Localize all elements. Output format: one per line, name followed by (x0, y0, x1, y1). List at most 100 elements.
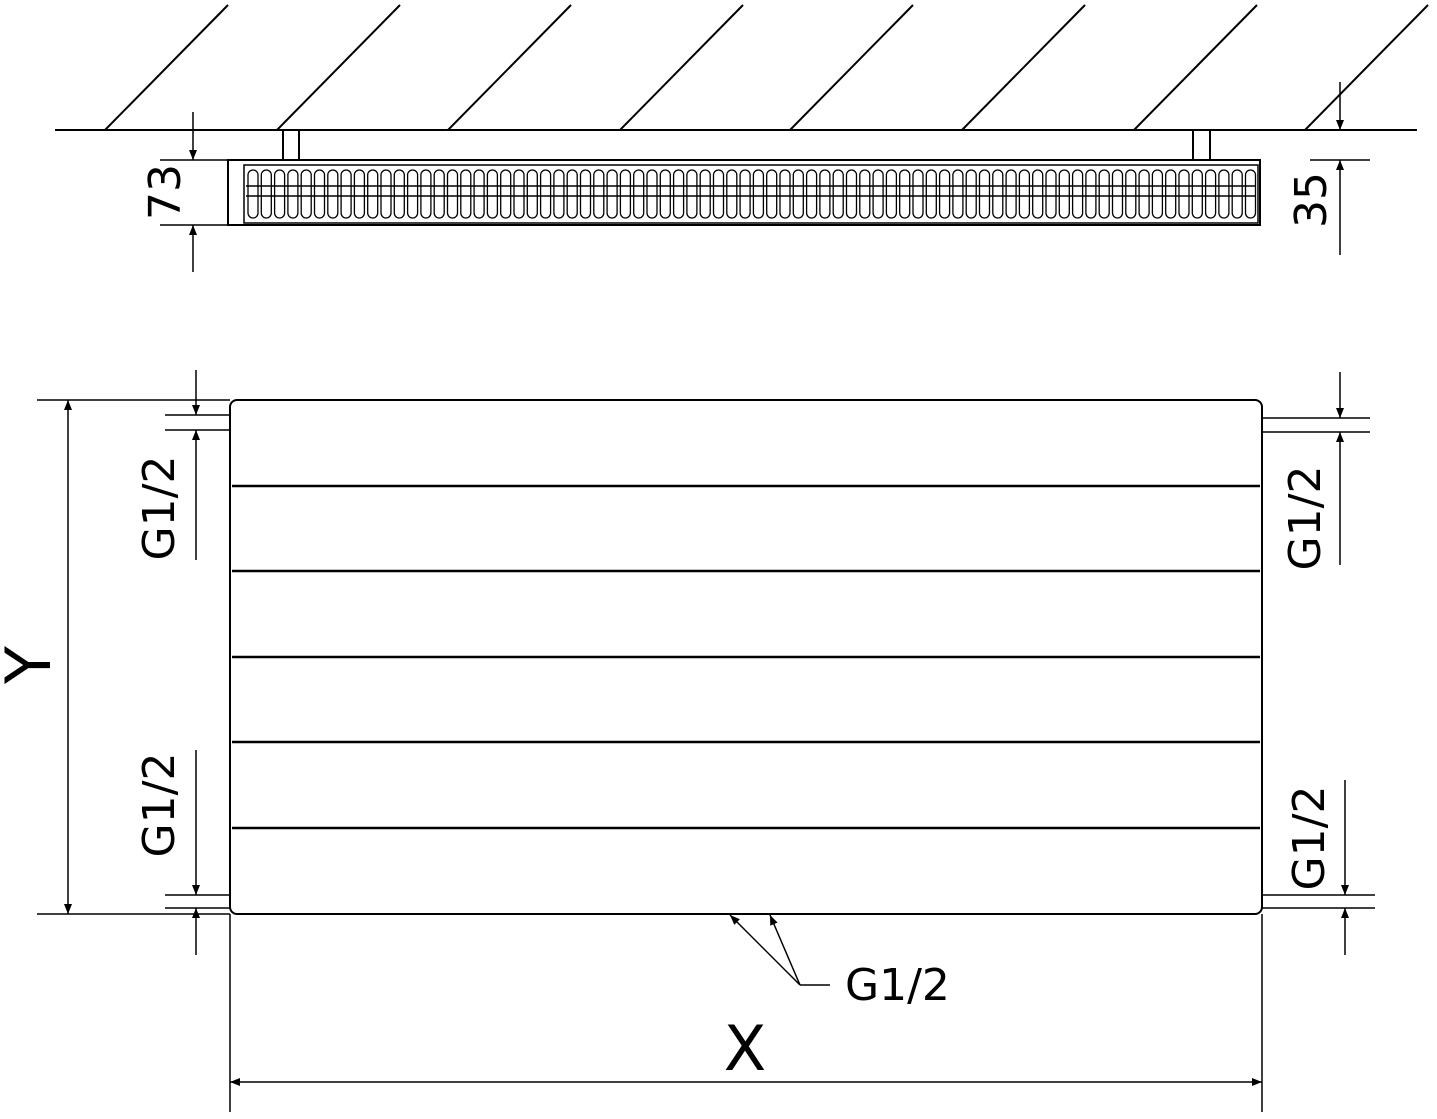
convector-fin (1071, 169, 1084, 219)
convector-fin (1151, 169, 1164, 219)
convector-fin (779, 169, 791, 219)
convector-fin (606, 169, 618, 219)
convector-fin (672, 169, 685, 219)
convector-fin (899, 169, 911, 219)
convector-fin (1058, 169, 1070, 219)
convector-fin (260, 169, 272, 219)
convector-fin (1045, 169, 1057, 219)
convector-fin (539, 169, 552, 219)
convector-fin (1204, 169, 1217, 219)
convector-fin (1138, 169, 1150, 219)
convector-fin (752, 169, 765, 219)
convector-fin (1244, 169, 1257, 219)
convector-fin (1111, 169, 1124, 219)
dimension-left-connections (165, 370, 230, 955)
convector-fin (992, 169, 1004, 219)
convector-fin (832, 169, 844, 219)
convector-fin (872, 169, 884, 219)
dimension-wall-gap (1310, 82, 1370, 255)
convector-fin (859, 169, 871, 219)
convector-fin (1178, 169, 1190, 219)
convector-fin (938, 169, 951, 219)
wall (55, 4, 1429, 131)
convector-fin (1191, 169, 1203, 219)
convector-fin (659, 169, 671, 219)
convector-fin (1218, 169, 1230, 219)
convector-fin (965, 169, 977, 219)
convector-fin (805, 169, 818, 219)
convector-fin (978, 169, 991, 219)
convector-fin (526, 169, 538, 219)
convector-fin (353, 169, 366, 219)
convector-fin (579, 169, 592, 219)
convector-fin (885, 169, 898, 219)
wall-brackets (282, 130, 1211, 160)
connection-bottom-label: G1/2 (845, 960, 950, 1011)
convector-fin (486, 169, 499, 219)
convector-fin (593, 169, 605, 219)
wall-hatch-line (447, 4, 572, 131)
convector-fin (819, 169, 831, 219)
convector-fin (1231, 169, 1243, 219)
dimension-right-connections (1336, 372, 1349, 955)
radiator-top-view (227, 159, 1261, 226)
convector-fin (566, 169, 578, 219)
dimension-width (229, 914, 1263, 1112)
convector-fin (686, 169, 698, 219)
convector-fin (792, 169, 804, 219)
bottom-connection-leader (729, 914, 830, 986)
convector-fin (912, 169, 924, 219)
convector-fin (460, 169, 472, 219)
convector-fin (420, 169, 432, 219)
convector-fin (273, 169, 286, 219)
convector-fin (699, 169, 711, 219)
width-label: X (724, 1012, 766, 1085)
convector-fin (1165, 169, 1177, 219)
convector-fin (406, 169, 419, 219)
wall-hatch-line (789, 4, 914, 131)
height-label: Y (0, 646, 65, 685)
convector-fin (925, 169, 937, 219)
wall-hatch-line (276, 4, 401, 131)
convector-fin (726, 169, 738, 219)
convector-fin (1032, 169, 1044, 219)
convector-fin (619, 169, 632, 219)
wall-hatch-line (619, 4, 744, 131)
connection-right-top-label: G1/2 (1280, 466, 1331, 571)
convector-fin (327, 169, 339, 219)
convector-fin (513, 169, 525, 219)
convector-fin (553, 169, 565, 219)
convector-fin (845, 169, 858, 219)
convector-fin (287, 169, 299, 219)
convector-fin (766, 169, 778, 219)
convector-fin (473, 169, 485, 219)
convector-fin (1085, 169, 1097, 219)
convector-fin (247, 169, 259, 219)
wall-hatch-line (104, 4, 229, 131)
convector-fin (646, 169, 658, 219)
convector-fin (380, 169, 392, 219)
convector-fin (1018, 169, 1031, 219)
convector-fin (433, 169, 445, 219)
convector-fin (393, 169, 405, 219)
convector-fin (340, 169, 352, 219)
connection-right-bottom-label: G1/2 (1284, 786, 1335, 891)
convector-fin (952, 169, 964, 219)
connection-left-top-label: G1/2 (134, 456, 185, 561)
radiator-front-view (229, 399, 1375, 915)
wall-hatch-line (961, 4, 1086, 131)
convector-fin (500, 169, 512, 219)
convector-fin (313, 169, 326, 219)
connection-left-bottom-label: G1/2 (134, 753, 185, 858)
convector-fin (446, 169, 459, 219)
wall-hatch-line (1133, 4, 1258, 131)
convector-fin (739, 169, 751, 219)
wall-hatch-line (1304, 4, 1429, 131)
convector-fin (712, 169, 725, 219)
convector-fin (633, 169, 645, 219)
convector-fin (1125, 169, 1137, 219)
convector-fin (300, 169, 312, 219)
convector-fin (1098, 169, 1110, 219)
convector-fin (1005, 169, 1017, 219)
